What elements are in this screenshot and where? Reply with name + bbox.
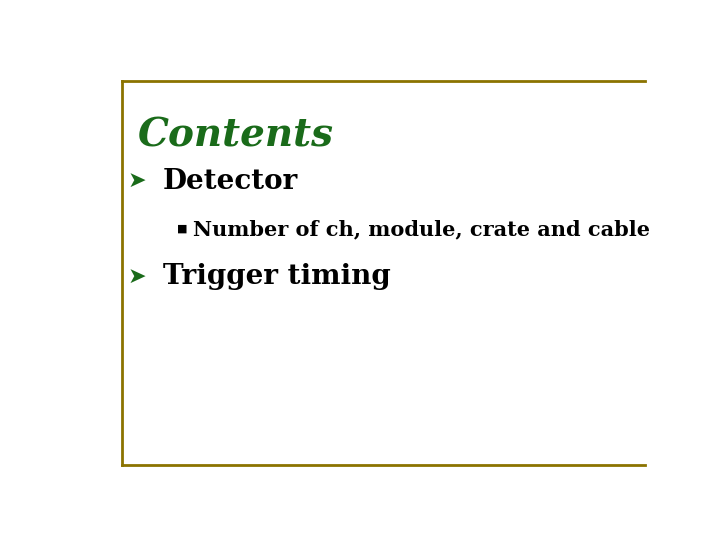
Text: Detector: Detector	[163, 168, 298, 195]
Text: ■: ■	[176, 224, 187, 234]
Text: Number of ch, module, crate and cable: Number of ch, module, crate and cable	[193, 219, 650, 239]
Text: Trigger timing: Trigger timing	[163, 264, 390, 291]
Text: ➤: ➤	[128, 267, 147, 287]
Text: Contents: Contents	[138, 117, 333, 155]
Text: ➤: ➤	[128, 171, 147, 191]
